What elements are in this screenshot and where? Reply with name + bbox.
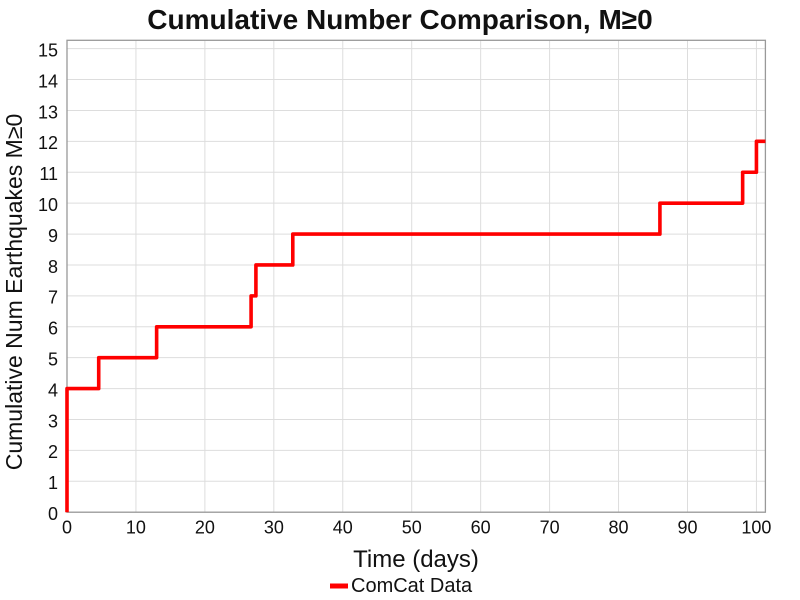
svg-text:30: 30 bbox=[264, 518, 284, 538]
svg-text:40: 40 bbox=[333, 518, 353, 538]
svg-text:Cumulative Number Comparison,: Cumulative Number Comparison, M≥0 bbox=[147, 4, 652, 35]
svg-text:11: 11 bbox=[39, 164, 58, 184]
svg-text:90: 90 bbox=[677, 518, 697, 538]
svg-text:10: 10 bbox=[126, 518, 146, 538]
svg-text:12: 12 bbox=[38, 133, 58, 153]
svg-text:15: 15 bbox=[38, 41, 58, 61]
svg-text:10: 10 bbox=[38, 195, 58, 215]
svg-text:14: 14 bbox=[38, 71, 58, 91]
svg-text:7: 7 bbox=[48, 288, 58, 308]
svg-text:60: 60 bbox=[471, 518, 491, 538]
svg-text:9: 9 bbox=[48, 226, 58, 246]
svg-text:20: 20 bbox=[195, 518, 215, 538]
svg-text:Cumulative Num Earthquakes M≥0: Cumulative Num Earthquakes M≥0 bbox=[1, 114, 27, 471]
svg-text:4: 4 bbox=[48, 380, 58, 400]
svg-text:0: 0 bbox=[62, 518, 72, 538]
svg-text:80: 80 bbox=[609, 518, 629, 538]
svg-text:ComCat Data: ComCat Data bbox=[351, 575, 473, 597]
svg-text:70: 70 bbox=[540, 518, 560, 538]
svg-text:13: 13 bbox=[38, 102, 58, 122]
svg-text:8: 8 bbox=[48, 257, 58, 277]
svg-text:50: 50 bbox=[402, 518, 422, 538]
svg-text:2: 2 bbox=[48, 442, 58, 462]
svg-text:1: 1 bbox=[48, 473, 58, 493]
svg-text:6: 6 bbox=[48, 319, 58, 339]
svg-text:3: 3 bbox=[48, 411, 58, 431]
svg-text:100: 100 bbox=[741, 518, 771, 538]
svg-text:5: 5 bbox=[48, 350, 58, 370]
svg-text:Time (days): Time (days) bbox=[353, 546, 479, 573]
svg-text:0: 0 bbox=[48, 504, 58, 524]
